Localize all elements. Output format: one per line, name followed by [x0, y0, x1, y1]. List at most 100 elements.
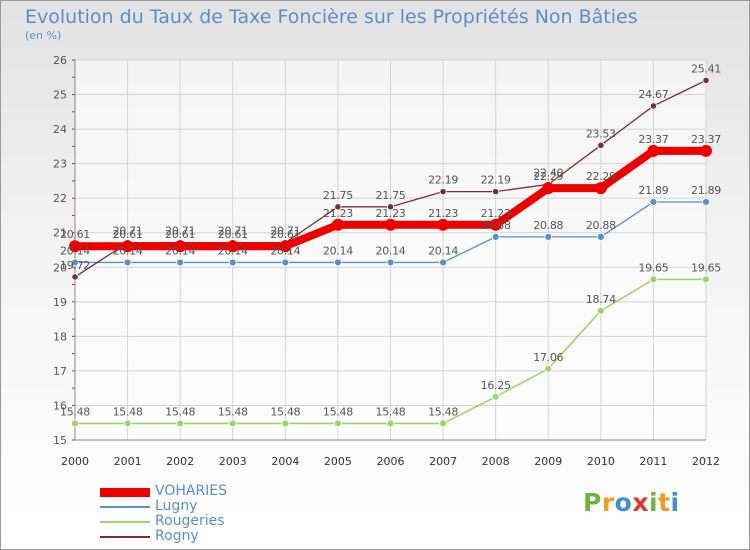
- x-tick-label: 2001: [114, 455, 142, 468]
- data-label-voharies: 23.37: [691, 133, 721, 146]
- data-label-rougeries: 19.65: [638, 261, 668, 274]
- data-label-lugny: 21.89: [691, 184, 721, 197]
- chart-unit-label: (en %): [25, 29, 62, 42]
- data-point-lugny: [228, 258, 237, 267]
- data-label-lugny: 20.14: [165, 244, 195, 257]
- data-label-lugny: 20.14: [323, 244, 353, 257]
- data-label-rogny: 19.72: [60, 259, 90, 272]
- data-point-lugny: [281, 258, 290, 267]
- data-label-rougeries: 19.65: [691, 261, 721, 274]
- data-point-rougeries: [281, 419, 290, 428]
- data-label-rogny: 21.75: [376, 189, 406, 202]
- data-point-voharies: [700, 144, 712, 157]
- y-tick-label: 25: [53, 89, 67, 102]
- data-point-rougeries: [702, 275, 710, 284]
- data-label-voharies: 20.61: [165, 228, 195, 241]
- data-point-voharies: [174, 240, 187, 253]
- data-point-lugny: [491, 232, 500, 241]
- x-tick-label: 2008: [482, 455, 510, 468]
- data-label-rougeries: 18.74: [586, 293, 616, 306]
- data-label-lugny: 20.14: [113, 244, 143, 257]
- data-point-rougeries: [649, 275, 658, 284]
- logo-letter: i: [649, 488, 659, 517]
- data-point-rougeries: [491, 392, 500, 401]
- data-point-voharies: [331, 218, 344, 231]
- legend-label: Lugny: [155, 498, 198, 514]
- data-label-lugny: 20.88: [533, 219, 563, 232]
- y-tick-label: 23: [53, 158, 67, 171]
- data-label-lugny: 20.88: [481, 219, 511, 232]
- data-label-voharies: 20.61: [113, 228, 143, 241]
- legend-swatch: [100, 536, 150, 538]
- y-tick-label: 18: [53, 330, 67, 343]
- x-tick-label: 2010: [587, 455, 615, 468]
- x-tick-label: 2004: [271, 455, 299, 468]
- x-tick-label: 2002: [166, 455, 194, 468]
- data-label-rogny: 23.53: [586, 127, 616, 140]
- proxiti-logo: Proxiti: [583, 488, 680, 517]
- data-point-voharies: [121, 240, 134, 253]
- legend-label: Rougeries: [155, 513, 225, 529]
- x-tick-label: 2009: [534, 455, 562, 468]
- data-point-lugny: [71, 258, 79, 267]
- data-label-rogny: 22.40: [533, 166, 563, 179]
- x-tick-label: 2005: [324, 455, 352, 468]
- logo-letter: r: [601, 488, 615, 517]
- x-tick-label: 2000: [61, 455, 89, 468]
- data-label-voharies: 22.29: [533, 170, 563, 183]
- data-label-voharies: 21.23: [323, 207, 353, 220]
- data-point-voharies: [647, 144, 660, 157]
- legend-label: VOHARIES: [155, 483, 228, 499]
- data-point-voharies: [594, 182, 607, 195]
- data-point-voharies: [384, 218, 397, 231]
- logo-letter: o: [614, 488, 633, 517]
- data-label-rogny: 25.41: [691, 62, 721, 75]
- data-point-rogny: [439, 188, 447, 196]
- data-point-rogny: [386, 203, 395, 211]
- chart-title: Evolution du Taux de Taxe Foncière sur l…: [25, 6, 638, 28]
- y-tick-label: 26: [53, 54, 67, 67]
- y-tick-label: 22: [53, 192, 67, 205]
- data-label-lugny: 20.14: [60, 244, 90, 257]
- data-point-voharies: [226, 240, 239, 253]
- data-label-rougeries: 15.48: [113, 405, 143, 418]
- legend-swatch: [100, 521, 150, 523]
- logo-letter: x: [632, 488, 649, 517]
- data-label-lugny: 20.14: [428, 244, 458, 257]
- data-point-lugny: [596, 232, 605, 241]
- data-label-rogny: 21.75: [323, 189, 353, 202]
- y-tick-label: 19: [53, 296, 67, 309]
- data-point-lugny: [544, 232, 553, 241]
- legend-label: Rogny: [155, 528, 199, 544]
- y-tick-label: 21: [53, 227, 67, 240]
- data-point-lugny: [702, 198, 710, 206]
- data-label-voharies: 22.29: [586, 170, 616, 183]
- data-point-voharies: [279, 240, 292, 253]
- data-label-rougeries: 15.48: [60, 405, 90, 418]
- data-point-rogny: [649, 102, 658, 110]
- x-tick-label: 2011: [639, 455, 667, 468]
- data-point-rogny: [597, 141, 605, 149]
- y-tick-label: 16: [53, 399, 67, 412]
- data-label-voharies: 20.61: [218, 228, 248, 241]
- x-tick-label: 2012: [692, 455, 720, 468]
- data-label-rougeries: 15.48: [428, 405, 458, 418]
- data-point-rougeries: [544, 364, 553, 373]
- data-label-voharies: 20.61: [60, 228, 90, 241]
- x-tick-label: 2003: [219, 455, 247, 468]
- data-label-voharies: 21.23: [481, 207, 511, 220]
- legend-swatch: [100, 506, 150, 508]
- data-label-rougeries: 16.25: [481, 379, 511, 392]
- data-label-rogny: 20.71: [270, 225, 300, 238]
- y-tick-label: 24: [53, 123, 67, 136]
- data-label-rogny: 20.71: [165, 225, 195, 238]
- data-label-voharies: 23.37: [638, 133, 668, 146]
- data-label-lugny: 21.89: [638, 184, 668, 197]
- data-label-lugny: 20.14: [376, 244, 406, 257]
- data-label-voharies: 21.23: [428, 207, 458, 220]
- data-point-lugny: [334, 258, 342, 267]
- data-point-rougeries: [596, 306, 605, 315]
- data-point-rougeries: [228, 419, 237, 428]
- logo-letter: i: [670, 488, 680, 517]
